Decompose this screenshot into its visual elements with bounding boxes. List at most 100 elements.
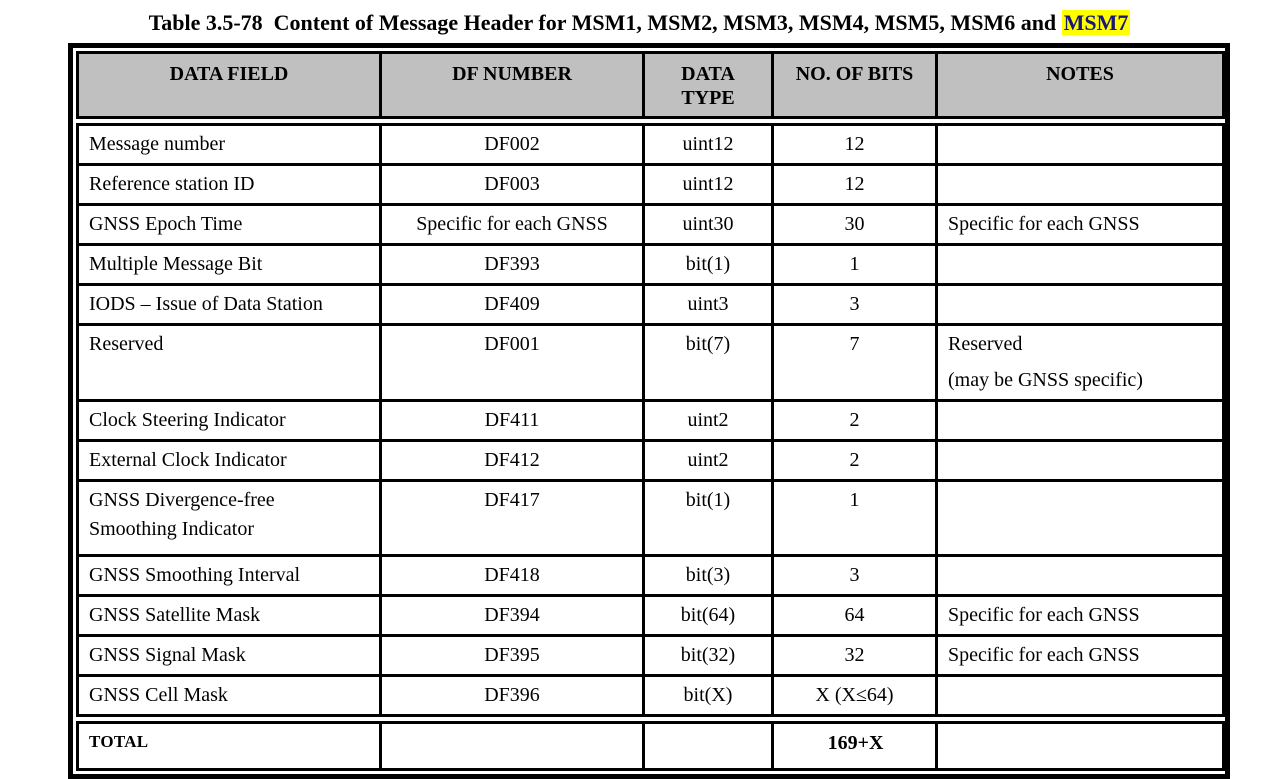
cell-data-type-empty xyxy=(642,721,774,771)
cell-notes xyxy=(935,163,1225,206)
cell-data-type: uint2 xyxy=(642,439,774,482)
cell-notes: Specific for each GNSS xyxy=(935,594,1225,637)
column-header-notes: NOTES xyxy=(935,51,1225,119)
cell-df-number: DF001 xyxy=(379,323,645,402)
table-row-gnss-signal-mask: GNSS Signal Mask DF395 bit(32) 32 Specif… xyxy=(76,634,1225,677)
column-header-label: DATA FIELD xyxy=(169,63,289,85)
table-header: DATA FIELD DF NUMBER DATA TYPE NO. OF BIT… xyxy=(76,51,1225,119)
cell-df-number: DF003 xyxy=(379,163,645,206)
cell-no-of-bits: X (X≤64) xyxy=(771,674,938,717)
cell-no-of-bits: 32 xyxy=(771,634,938,677)
cell-data-field: GNSS Smoothing Interval xyxy=(76,554,382,597)
table-row-gnss-divergence-free-smoothing-indicator: GNSS Divergence-free Smoothing Indicator… xyxy=(76,479,1225,557)
cell-no-of-bits: 12 xyxy=(771,163,938,206)
table-caption: Table 3.5-78 Content of Message Header f… xyxy=(0,0,1279,36)
cell-notes xyxy=(935,283,1225,326)
column-header-label: NO. OF BITS xyxy=(795,63,914,85)
cell-no-of-bits: 1 xyxy=(771,243,938,286)
cell-df-number: DF409 xyxy=(379,283,645,326)
cell-df-number: DF417 xyxy=(379,479,645,557)
cell-data-field: GNSS Signal Mask xyxy=(76,634,382,677)
cell-no-of-bits: 3 xyxy=(771,283,938,326)
cell-no-of-bits: 2 xyxy=(771,399,938,442)
table-row-gnss-epoch-time: GNSS Epoch Time Specific for each GNSS u… xyxy=(76,203,1225,246)
cell-notes xyxy=(935,479,1225,557)
cell-data-type: bit(1) xyxy=(642,479,774,557)
cell-notes: Specific for each GNSS xyxy=(935,634,1225,677)
cell-df-number: DF396 xyxy=(379,674,645,717)
cell-data-type: uint2 xyxy=(642,399,774,442)
header-row: DATA FIELD DF NUMBER DATA TYPE NO. OF BIT… xyxy=(76,51,1225,119)
column-header-df-number: DF NUMBER xyxy=(379,51,645,119)
cell-notes: Specific for each GNSS xyxy=(935,203,1225,246)
cell-notes: Reserved (may be GNSS specific) xyxy=(935,323,1225,402)
table-row-gnss-cell-mask: GNSS Cell Mask DF396 bit(X) X (X≤64) xyxy=(76,674,1225,717)
cell-df-number: DF394 xyxy=(379,594,645,637)
cell-data-field: GNSS Epoch Time xyxy=(76,203,382,246)
table-row-gnss-satellite-mask: GNSS Satellite Mask DF394 bit(64) 64 Spe… xyxy=(76,594,1225,637)
cell-no-of-bits: 7 xyxy=(771,323,938,402)
column-header-label: DATA xyxy=(681,63,735,85)
cell-data-type: bit(3) xyxy=(642,554,774,597)
table-caption-text: Table 3.5-78 Content of Message Header f… xyxy=(148,10,1062,35)
cell-notes xyxy=(935,123,1225,166)
cell-data-type: uint12 xyxy=(642,123,774,166)
cell-df-number: DF418 xyxy=(379,554,645,597)
title-highlight: MSM7 xyxy=(1061,10,1131,35)
notes-line: Reserved xyxy=(948,333,1023,355)
cell-notes xyxy=(935,399,1225,442)
cell-df-number: DF002 xyxy=(379,123,645,166)
column-header-label: TYPE xyxy=(681,87,735,109)
field-line: GNSS Divergence-free xyxy=(89,489,275,511)
cell-data-type: bit(64) xyxy=(642,594,774,637)
cell-no-of-bits: 30 xyxy=(771,203,938,246)
cell-data-field: Reserved xyxy=(76,323,382,402)
cell-data-field: Reference station ID xyxy=(76,163,382,206)
cell-notes-empty xyxy=(935,721,1225,771)
cell-data-type: bit(32) xyxy=(642,634,774,677)
cell-no-of-bits: 3 xyxy=(771,554,938,597)
cell-notes xyxy=(935,439,1225,482)
cell-data-type: bit(1) xyxy=(642,243,774,286)
table-body: Message number DF002 uint12 12 Reference… xyxy=(76,123,1225,717)
cell-data-field: Message number xyxy=(76,123,382,166)
cell-no-of-bits: 12 xyxy=(771,123,938,166)
cell-notes xyxy=(935,674,1225,717)
cell-data-field: Multiple Message Bit xyxy=(76,243,382,286)
cell-df-number: Specific for each GNSS xyxy=(379,203,645,246)
table-row-iods: IODS – Issue of Data Station DF409 uint3… xyxy=(76,283,1225,326)
table-row-gnss-smoothing-interval: GNSS Smoothing Interval DF418 bit(3) 3 xyxy=(76,554,1225,597)
cell-no-of-bits: 2 xyxy=(771,439,938,482)
cell-no-of-bits: 1 xyxy=(771,479,938,557)
cell-data-type: bit(X) xyxy=(642,674,774,717)
table-row-message-number: Message number DF002 uint12 12 xyxy=(76,123,1225,166)
cell-notes xyxy=(935,243,1225,286)
notes-line: (may be GNSS specific) xyxy=(948,369,1143,391)
total-label: TOTAL xyxy=(76,721,382,771)
column-header-data-field: DATA FIELD xyxy=(76,51,382,119)
cell-data-field: External Clock Indicator xyxy=(76,439,382,482)
cell-no-of-bits: 64 xyxy=(771,594,938,637)
cell-data-type: bit(7) xyxy=(642,323,774,402)
column-header-label: DF NUMBER xyxy=(452,63,572,85)
cell-data-field: Clock Steering Indicator xyxy=(76,399,382,442)
total-bits: 169+X xyxy=(771,721,938,771)
cell-df-number: DF393 xyxy=(379,243,645,286)
cell-data-type: uint3 xyxy=(642,283,774,326)
cell-df-number-empty xyxy=(379,721,645,771)
cell-df-number: DF411 xyxy=(379,399,645,442)
total-row: TOTAL 169+X xyxy=(76,721,1225,771)
cell-df-number: DF395 xyxy=(379,634,645,677)
cell-data-field: GNSS Divergence-free Smoothing Indicator xyxy=(76,479,382,557)
table-total: TOTAL 169+X xyxy=(76,721,1225,771)
cell-notes xyxy=(935,554,1225,597)
table-row-multiple-message-bit: Multiple Message Bit DF393 bit(1) 1 xyxy=(76,243,1225,286)
cell-data-type: uint30 xyxy=(642,203,774,246)
table-row-clock-steering-indicator: Clock Steering Indicator DF411 uint2 2 xyxy=(76,399,1225,442)
field-line: Smoothing Indicator xyxy=(89,518,254,540)
cell-data-field: IODS – Issue of Data Station xyxy=(76,283,382,326)
table-row-external-clock-indicator: External Clock Indicator DF412 uint2 2 xyxy=(76,439,1225,482)
column-header-no-of-bits: NO. OF BITS xyxy=(771,51,938,119)
cell-data-field: GNSS Cell Mask xyxy=(76,674,382,717)
cell-data-type: uint12 xyxy=(642,163,774,206)
